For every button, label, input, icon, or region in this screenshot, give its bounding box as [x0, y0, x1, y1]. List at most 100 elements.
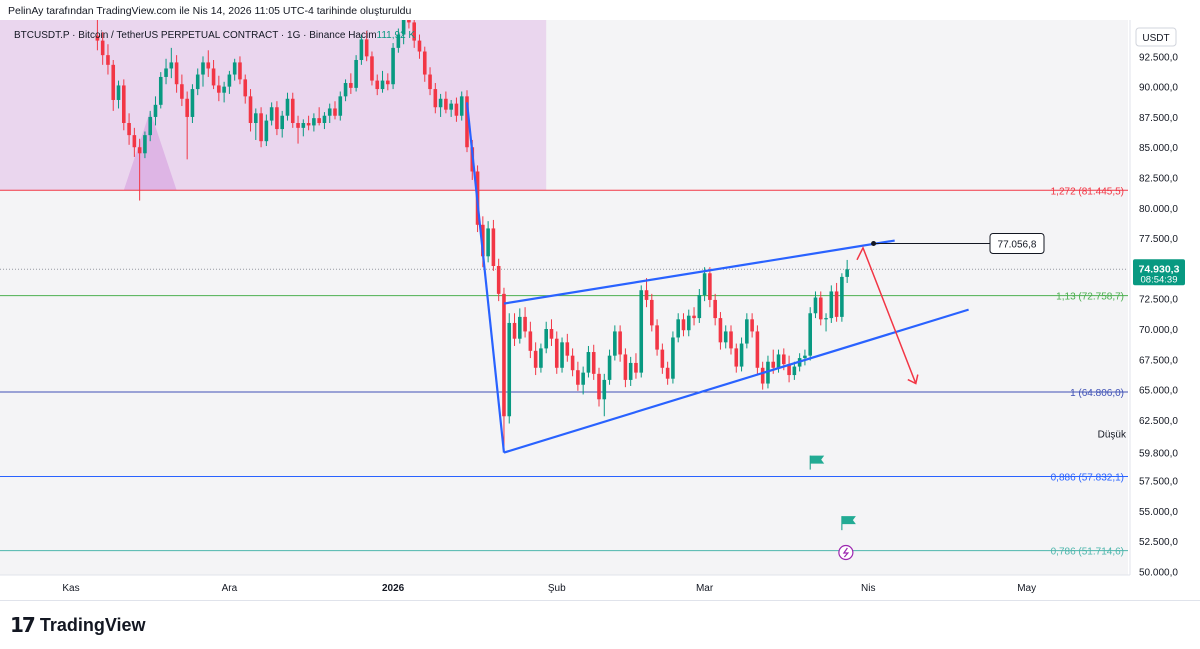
candle-body[interactable]: [296, 123, 300, 128]
candle-body[interactable]: [132, 135, 137, 148]
candle-body[interactable]: [481, 224, 485, 257]
candle-body[interactable]: [232, 62, 237, 75]
candle-body[interactable]: [549, 329, 554, 339]
currency-button[interactable]: [1135, 27, 1177, 47]
candle-body[interactable]: [591, 352, 596, 374]
candle-body[interactable]: [787, 364, 791, 376]
price-axis[interactable]: [1130, 20, 1200, 600]
drop-line[interactable]: [465, 102, 506, 453]
candle-body[interactable]: [576, 370, 580, 385]
candle-body[interactable]: [444, 98, 448, 110]
candle-body[interactable]: [243, 79, 248, 97]
candle-body[interactable]: [692, 315, 696, 319]
candle-body[interactable]: [364, 39, 369, 57]
candle-body[interactable]: [523, 316, 527, 332]
candle-body[interactable]: [100, 40, 105, 56]
wedge-upper[interactable]: [503, 239, 895, 305]
flag-icon[interactable]: [810, 455, 825, 464]
candle-body[interactable]: [301, 123, 306, 128]
candle-body[interactable]: [248, 96, 253, 124]
candle-body[interactable]: [396, 34, 401, 48]
candle-body[interactable]: [264, 120, 269, 142]
candle-body[interactable]: [634, 362, 638, 373]
candle-body[interactable]: [681, 319, 686, 331]
candle-body[interactable]: [459, 96, 464, 116]
chart-area[interactable]: 1,272 (81.445,5) 1,13 (72.758,7) 1 (64.806…: [0, 20, 1200, 600]
candle-body[interactable]: [771, 361, 776, 368]
candle-body[interactable]: [792, 366, 797, 376]
candle-body[interactable]: [211, 68, 216, 86]
candle-body[interactable]: [454, 103, 459, 116]
candle-body[interactable]: [676, 319, 680, 338]
candle-body[interactable]: [375, 80, 380, 90]
candle-body[interactable]: [644, 290, 649, 300]
candle-body[interactable]: [238, 62, 242, 80]
candle-body[interactable]: [322, 115, 327, 124]
candle-body[interactable]: [359, 39, 364, 60]
candle-body[interactable]: [750, 319, 754, 332]
candle-body[interactable]: [745, 319, 749, 344]
candle-body[interactable]: [486, 228, 490, 257]
candle-body[interactable]: [512, 322, 517, 339]
candle-body[interactable]: [782, 354, 786, 365]
candle-body[interactable]: [349, 83, 353, 88]
candle-body[interactable]: [201, 62, 205, 75]
candle-body[interactable]: [174, 62, 179, 85]
candle-body[interactable]: [686, 315, 691, 331]
candle-body[interactable]: [169, 62, 174, 69]
candle-body[interactable]: [417, 40, 422, 52]
time-axis[interactable]: [0, 575, 1130, 600]
candle-body[interactable]: [502, 293, 506, 417]
candle-body[interactable]: [829, 291, 834, 319]
candle-body[interactable]: [581, 372, 585, 385]
candle-body[interactable]: [111, 64, 116, 100]
candle-body[interactable]: [190, 89, 195, 117]
candle-body[interactable]: [507, 322, 512, 417]
candle-body[interactable]: [718, 318, 723, 343]
candle-body[interactable]: [570, 355, 575, 371]
candle-body[interactable]: [613, 331, 617, 356]
candle-body[interactable]: [766, 361, 770, 384]
candle-body[interactable]: [734, 348, 739, 367]
candle-body[interactable]: [306, 123, 311, 126]
candle-body[interactable]: [285, 98, 290, 116]
candle-body[interactable]: [127, 123, 131, 136]
candle-body[interactable]: [137, 147, 142, 154]
candle-body[interactable]: [327, 108, 332, 116]
candle-body[interactable]: [180, 84, 184, 99]
candle-body[interactable]: [95, 35, 100, 41]
candle-body[interactable]: [607, 355, 612, 380]
candle-body[interactable]: [671, 337, 675, 379]
candle-body[interactable]: [290, 98, 295, 124]
candle-body[interactable]: [813, 297, 818, 314]
candle-body[interactable]: [597, 373, 601, 400]
candle-body[interactable]: [755, 331, 760, 368]
candle-body[interactable]: [496, 265, 501, 294]
candle-body[interactable]: [354, 59, 358, 88]
candle-body[interactable]: [449, 103, 453, 110]
candle-body[interactable]: [723, 331, 728, 343]
candle-body[interactable]: [407, 20, 411, 23]
candle-body[interactable]: [760, 367, 765, 384]
candle-body[interactable]: [560, 342, 564, 368]
candle-body[interactable]: [122, 85, 126, 124]
candle-body[interactable]: [269, 107, 274, 121]
candle-body[interactable]: [275, 107, 279, 130]
candle-body[interactable]: [533, 350, 538, 368]
candle-body[interactable]: [259, 113, 263, 142]
candle-body[interactable]: [153, 104, 158, 117]
candle-body[interactable]: [650, 299, 654, 326]
candle-body[interactable]: [697, 295, 702, 319]
candle-body[interactable]: [195, 74, 200, 90]
candle-body[interactable]: [227, 74, 232, 87]
candle-body[interactable]: [343, 83, 348, 97]
candle-body[interactable]: [465, 96, 469, 148]
candle-body[interactable]: [158, 76, 163, 105]
candle-body[interactable]: [312, 118, 316, 126]
candle-body[interactable]: [380, 80, 385, 90]
candle-body[interactable]: [217, 85, 221, 93]
candle-body[interactable]: [639, 290, 644, 373]
candle-body[interactable]: [539, 348, 543, 368]
candle-body[interactable]: [338, 96, 343, 116]
candle-body[interactable]: [655, 325, 659, 350]
